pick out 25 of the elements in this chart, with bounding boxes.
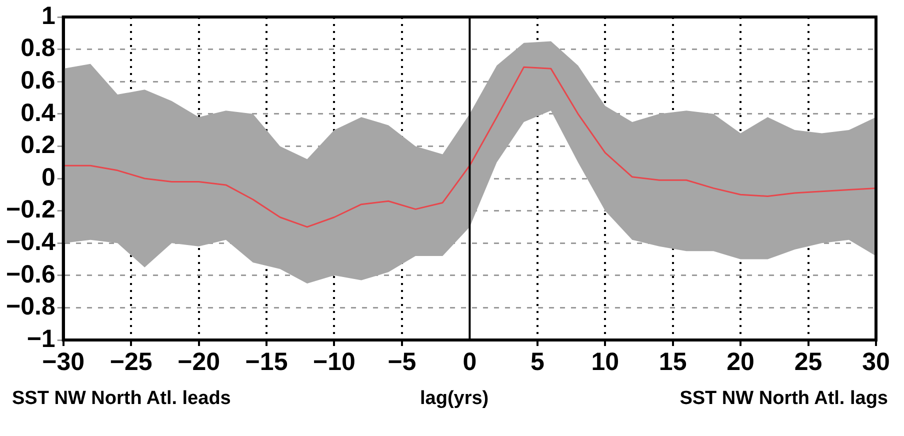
y-tick-label: −0.6 — [6, 260, 56, 288]
y-tick-label: 0.4 — [20, 98, 56, 127]
x-tick-label: 5 — [530, 348, 544, 376]
y-tick-label: −0.8 — [6, 292, 56, 321]
x-tick-label: 25 — [794, 348, 822, 376]
x-tick-label: 30 — [862, 348, 890, 376]
x-tick-label: 20 — [726, 348, 754, 376]
y-tick-label: 0.6 — [20, 66, 56, 94]
x-tick-label: −5 — [388, 348, 416, 376]
x-tick-label: −10 — [313, 348, 356, 376]
y-tick-label: −0.4 — [6, 228, 56, 256]
y-tick-label: 0.2 — [20, 131, 56, 160]
x-tick-label: 15 — [658, 348, 687, 376]
text: SST NW North Atl. lags — [680, 388, 888, 410]
y-tick-label: −0.2 — [6, 196, 56, 224]
x-tick-label: 0 — [462, 348, 477, 376]
x-axis-title: lag(yrs) — [420, 388, 489, 410]
y-tick-label: 1 — [41, 2, 56, 30]
y-tick-label: 0.8 — [20, 34, 56, 62]
x-tick-label: 10 — [591, 348, 620, 376]
y-tick-label: 0 — [41, 163, 56, 192]
x-tick-label: −25 — [110, 348, 152, 376]
x-tick-label: −15 — [245, 348, 288, 376]
x-tick-label: −20 — [178, 348, 220, 376]
text: SST NW North Atl. leads — [12, 388, 231, 410]
